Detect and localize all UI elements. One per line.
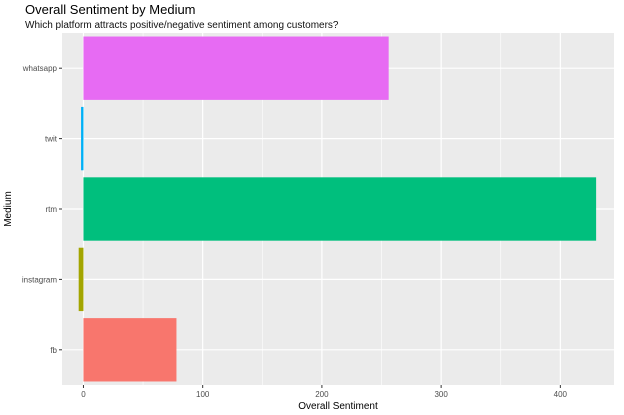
bar-rtm: [83, 177, 597, 241]
y-axis-ticks: fb instagram rtm twit whatsapp: [22, 64, 62, 355]
x-tick-label: 100: [196, 390, 210, 399]
y-axis-title: Medium: [3, 191, 14, 227]
y-tick-label-instagram: instagram: [22, 275, 57, 284]
x-tick-label: 400: [554, 390, 568, 399]
y-tick-label-whatsapp: whatsapp: [22, 64, 58, 73]
x-axis-ticks: 0 100 200 300 400: [81, 385, 568, 399]
chart-subtitle: Which platform attracts positive/negativ…: [25, 20, 339, 31]
bar-instagram: [78, 247, 84, 312]
x-tick-label: 200: [315, 390, 329, 399]
bars: [78, 36, 597, 382]
y-tick-label-rtm: rtm: [45, 205, 57, 214]
y-tick-label-twit: twit: [45, 135, 58, 144]
y-tick-label-fb: fb: [50, 346, 57, 355]
x-tick-label: 0: [81, 390, 86, 399]
chart-title: Overall Sentiment by Medium: [25, 2, 196, 17]
bar-whatsapp: [83, 36, 389, 100]
x-axis-title: Overall Sentiment: [298, 401, 378, 412]
x-tick-label: 300: [434, 390, 448, 399]
bar-fb: [83, 318, 177, 382]
bar-twit: [81, 106, 84, 171]
